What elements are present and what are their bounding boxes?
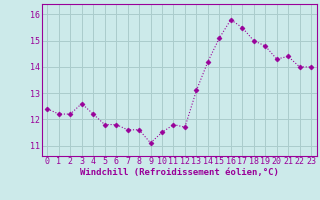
X-axis label: Windchill (Refroidissement éolien,°C): Windchill (Refroidissement éolien,°C)	[80, 168, 279, 177]
